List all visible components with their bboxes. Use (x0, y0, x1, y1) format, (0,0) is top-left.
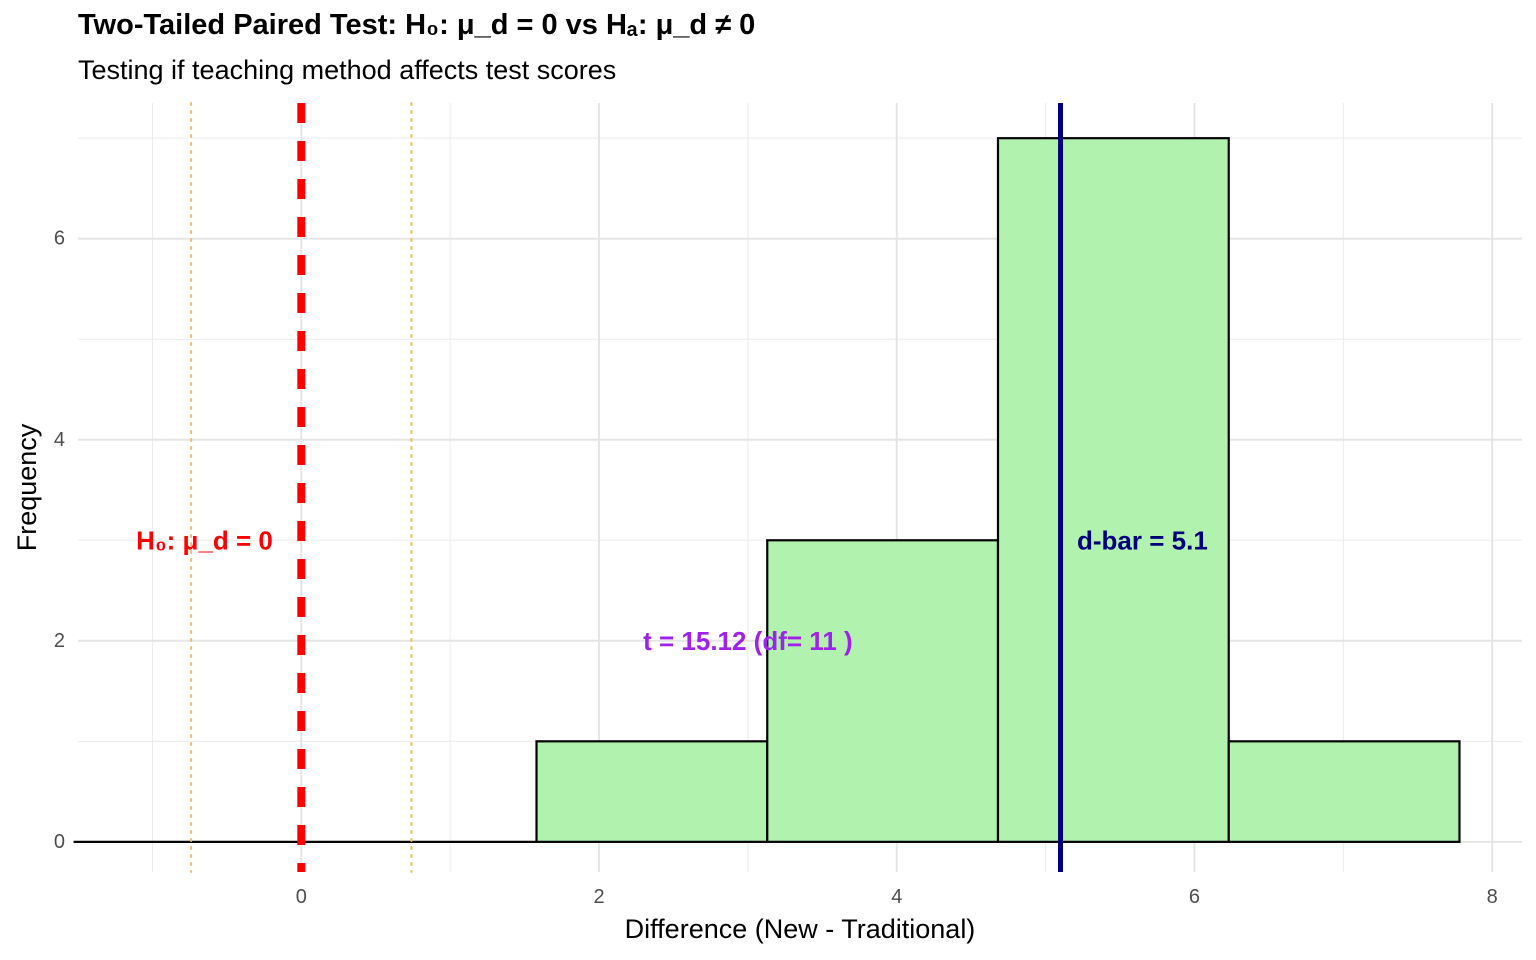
x-tick-label: 8 (1487, 886, 1498, 908)
y-tick-label: 4 (54, 429, 65, 451)
y-tick-label: 2 (54, 630, 65, 652)
chart-title: Two-Tailed Paired Test: H₀: μ_d = 0 vs H… (78, 9, 756, 41)
histogram-bar (766, 539, 1000, 843)
chart-subtitle: Testing if teaching method affects test … (78, 55, 617, 85)
histogram-bar (1227, 740, 1461, 843)
null-hypothesis-label: H₀: μ_d = 0 (136, 525, 273, 555)
x-tick-label: 0 (296, 886, 307, 908)
y-tick-label: 6 (54, 228, 65, 250)
histogram-bar (996, 137, 1230, 843)
histogram-bar (535, 740, 769, 843)
x-tick-label: 2 (593, 886, 604, 908)
x-axis-title: Difference (New - Traditional) (625, 914, 976, 944)
y-tick-label: 0 (54, 831, 65, 853)
x-tick-label: 6 (1189, 886, 1200, 908)
y-axis-title: Frequency (12, 423, 42, 551)
x-tick-label: 4 (891, 886, 902, 908)
mean-difference-label: d-bar = 5.1 (1077, 525, 1208, 555)
t-statistic-label: t = 15.12 (df= 11 ) (643, 626, 853, 656)
